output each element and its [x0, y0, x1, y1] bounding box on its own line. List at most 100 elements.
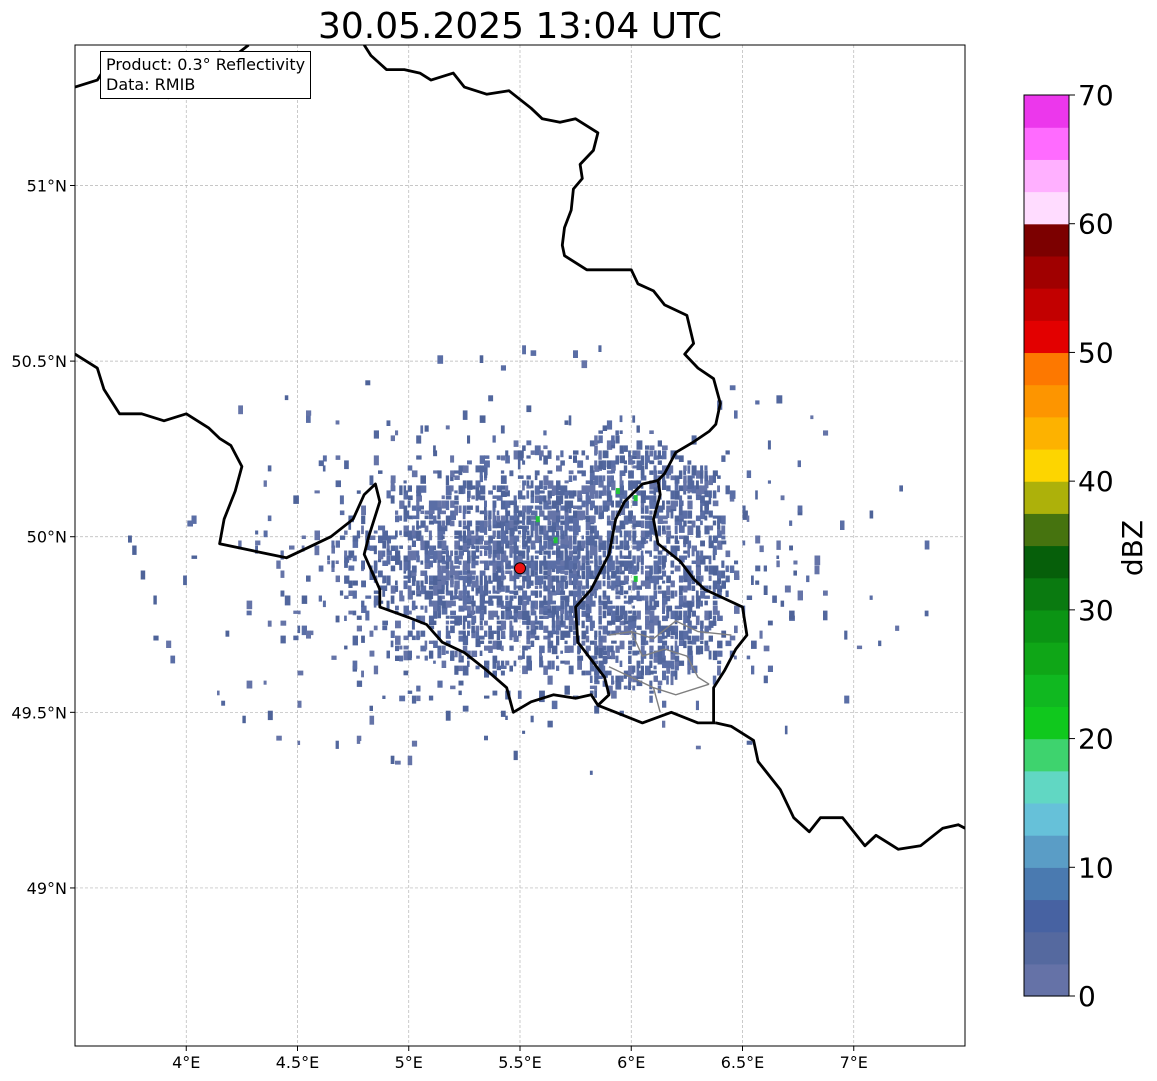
echo-pixel [649, 650, 653, 660]
echo-pixel [687, 540, 692, 549]
echo-pixel [420, 580, 424, 587]
echo-pixel [560, 535, 566, 544]
echo-pixel [666, 660, 673, 668]
echo-pixel [797, 505, 803, 513]
echo-pixel [348, 515, 354, 523]
echo-pixel [602, 670, 608, 678]
echo-pixel [522, 505, 527, 513]
echo-pixel [344, 560, 348, 568]
echo-pixel [670, 570, 674, 575]
echo-pixel [628, 595, 634, 603]
echo-pixel [479, 545, 485, 549]
echo-pixel [615, 625, 622, 632]
echo-pixel [585, 585, 590, 589]
echo-pixel [467, 510, 471, 514]
echo-pixel [411, 550, 418, 557]
gridlines [75, 45, 965, 1046]
echo-pixel [339, 510, 345, 516]
echo-pixel [623, 565, 629, 571]
echo-pixel [606, 610, 612, 616]
echo-pixel [700, 485, 705, 495]
echo-pixel [437, 470, 442, 479]
echo-pixel [619, 675, 624, 682]
echo-pixel [683, 510, 688, 519]
echo-pixel [606, 515, 611, 521]
echo-pixel [568, 415, 572, 426]
echo-pixel [471, 560, 476, 569]
echo-pixel [543, 570, 548, 576]
echo-pixel [454, 505, 458, 516]
echo-pixel [539, 480, 543, 490]
echo-pixel [717, 540, 723, 550]
echo-pixel [534, 570, 538, 576]
echo-pixel [611, 510, 615, 520]
echo-pixel [619, 560, 625, 567]
echo-pixel [687, 500, 693, 510]
echo-pixel [492, 555, 496, 563]
echo-pixel [428, 575, 434, 582]
echo-pixel [683, 570, 689, 580]
echo-pixel [411, 635, 416, 641]
echo-pixel [547, 675, 553, 685]
echo-pixel [301, 595, 308, 604]
echo-pixel [695, 530, 701, 538]
echo-pixel [678, 525, 685, 533]
echo-pixel [361, 600, 365, 608]
echo-pixel [640, 520, 645, 529]
echo-pixel [471, 540, 474, 549]
echo-pixel [700, 495, 705, 504]
echo-pixel [403, 560, 408, 571]
echo-pixel [581, 360, 588, 369]
echo-pixel [526, 535, 532, 541]
echo-pixel [395, 580, 398, 586]
echo-pixel [556, 505, 560, 513]
echo-pixel [611, 520, 615, 530]
echo-pixel [653, 485, 659, 493]
echo-pixel [132, 545, 137, 555]
echo-pixel [602, 600, 608, 610]
echo-pixel [407, 530, 414, 541]
echo-pixel [505, 515, 509, 523]
echo-pixel [556, 605, 562, 611]
echo-pixel [407, 755, 413, 766]
echo-pixel [556, 510, 561, 516]
echo-pixel [454, 530, 459, 535]
echo-pixel [411, 575, 416, 582]
echo-pixel [585, 535, 592, 545]
echo-pixel [462, 620, 466, 630]
echo-pixel [623, 625, 629, 635]
echo-pixel [598, 535, 603, 543]
echo-pixel [348, 550, 355, 558]
echo-pixel [573, 630, 577, 635]
echo-pixel [547, 490, 552, 499]
echo-pixel [666, 535, 671, 544]
echo-pixel [441, 495, 445, 500]
echo-pixel [670, 560, 675, 568]
echo-pixel [560, 650, 563, 654]
echo-pixel [479, 540, 483, 545]
echo-pixel [632, 615, 637, 622]
echo-pixel [670, 500, 677, 510]
echo-pixel [585, 565, 592, 571]
echo-pixel [534, 550, 540, 554]
echo-pixel [433, 470, 439, 474]
echo-pixel [708, 495, 712, 505]
echo-pixel [471, 650, 478, 657]
x-tick-label: 7°E [840, 1053, 868, 1072]
echo-pixel [585, 550, 590, 561]
echo-pixel [640, 675, 644, 680]
echo-pixel [564, 605, 568, 615]
echo-pixel [594, 680, 600, 685]
echo-pixel [695, 700, 699, 711]
echo-pixel [687, 495, 692, 500]
echo-pixel [458, 590, 463, 599]
echo-pixel [373, 590, 380, 594]
echo-pixel [539, 550, 543, 555]
echo-pixel [581, 605, 586, 610]
echo-pixel [416, 510, 420, 520]
echo-pixel [416, 555, 420, 563]
echo-pixel [547, 580, 554, 589]
echo-pixel [712, 470, 718, 477]
echo-pixel [636, 650, 640, 655]
echo-pixel [615, 545, 620, 550]
